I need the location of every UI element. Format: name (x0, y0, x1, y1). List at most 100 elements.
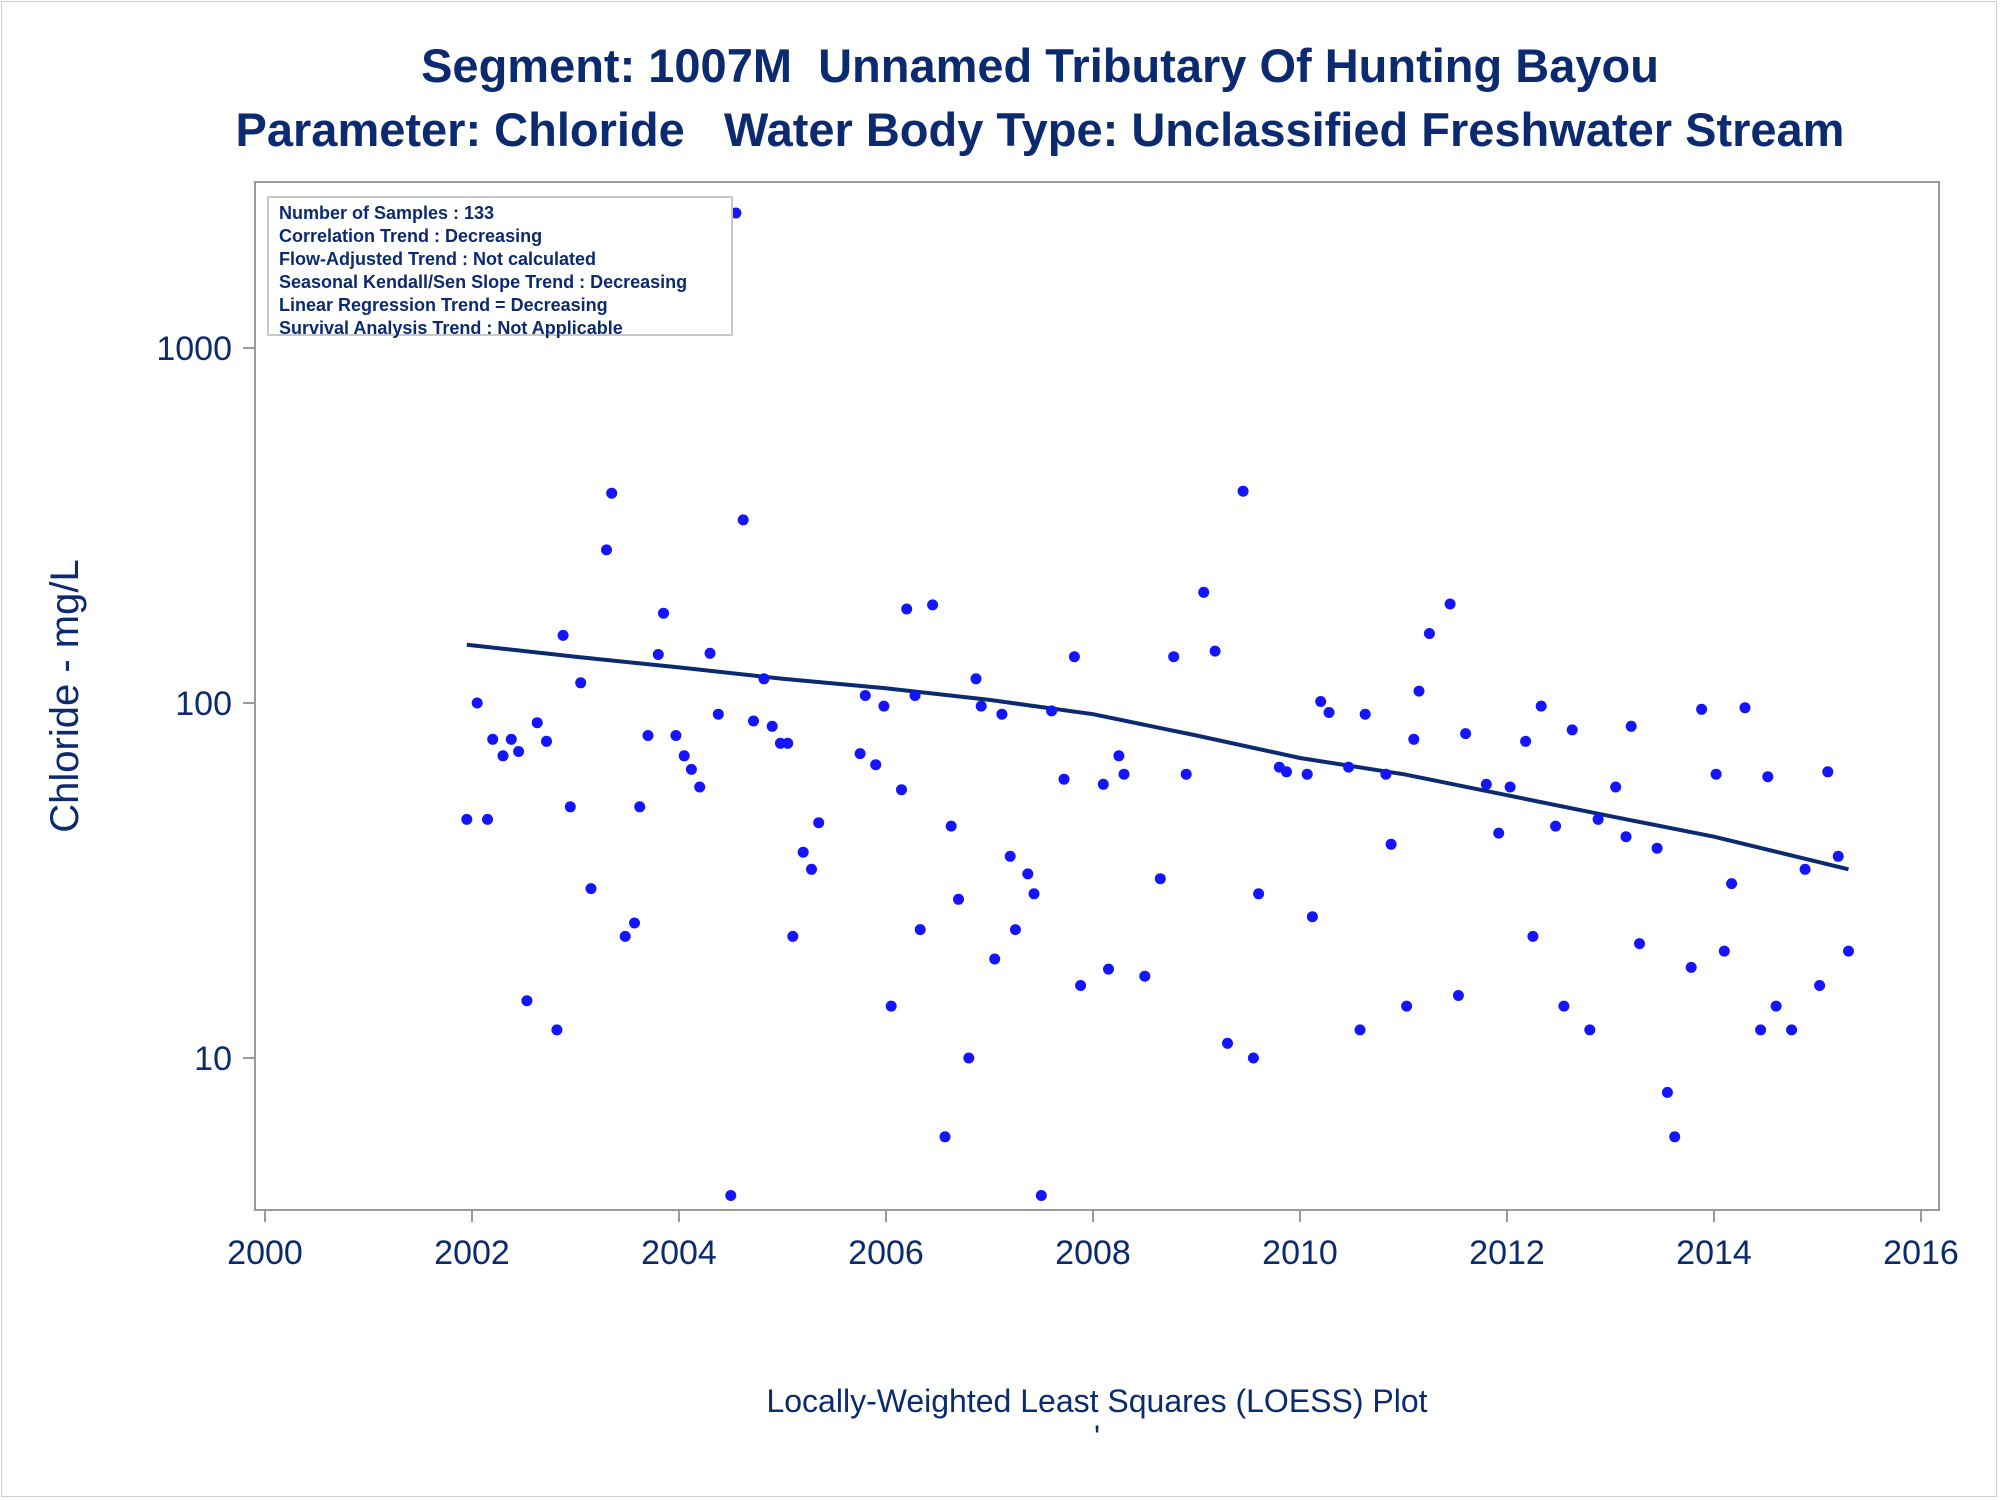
data-point (1281, 766, 1292, 778)
data-point (642, 730, 654, 741)
data-point (1661, 1086, 1673, 1098)
data-point (1520, 735, 1532, 747)
data-point (575, 677, 587, 689)
x-tick-label: 2006 (848, 1234, 924, 1272)
data-point (1550, 820, 1562, 832)
data-point (1343, 761, 1355, 773)
data-point (927, 599, 939, 611)
data-point (725, 1190, 737, 1201)
data-point (564, 801, 576, 813)
data-point (970, 673, 982, 685)
data-point (487, 733, 499, 745)
data-point (1168, 651, 1180, 663)
x-tick-label: 2008 (1055, 1234, 1131, 1272)
data-point (737, 514, 749, 526)
y-tick-label: 1000 (156, 330, 232, 368)
data-point (1592, 813, 1604, 825)
data-point (1301, 768, 1313, 780)
stat-linear-regression-trend: Linear Regression Trend = Decreasing (279, 295, 608, 315)
data-point (551, 1024, 563, 1036)
data-point (1247, 1052, 1259, 1064)
data-point (1306, 911, 1318, 923)
footnote: Locally-Weighted Least Squares (LOESS) P… (766, 1383, 1427, 1419)
data-point (606, 487, 618, 499)
data-point (1323, 707, 1335, 718)
data-point (914, 924, 926, 936)
data-point (1423, 628, 1435, 639)
data-point (712, 708, 724, 720)
data-point (1634, 938, 1645, 950)
x-tick-label: 2016 (1883, 1234, 1959, 1272)
data-point (1620, 831, 1632, 843)
data-point (1209, 645, 1221, 657)
loess-line (466, 642, 1849, 872)
data-point (748, 715, 759, 727)
data-point (1625, 720, 1637, 732)
data-point (1046, 705, 1058, 717)
data-point (1696, 703, 1708, 715)
y-axis-label: Chloride - mg/L (43, 559, 87, 832)
data-point (557, 629, 569, 641)
data-point (1113, 750, 1125, 762)
data-point (1444, 598, 1456, 610)
data-point (1685, 961, 1697, 973)
stat-correlation-trend: Correlation Trend : Decreasing (279, 226, 543, 246)
data-point (1832, 850, 1844, 862)
data-point (513, 746, 525, 757)
chart-title: Segment: 1007M Unnamed Tributary Of Hunt… (421, 39, 1659, 92)
data-point (870, 759, 882, 771)
data-point (1669, 1131, 1681, 1143)
data-point (1354, 1024, 1366, 1036)
x-tick-label: 2004 (641, 1234, 717, 1272)
data-point (1799, 863, 1811, 875)
data-point (694, 781, 706, 793)
stat-survival-analysis-trend: Survival Analysis Trend : Not Applicable (279, 318, 623, 338)
data-point (1566, 724, 1578, 736)
data-point (461, 813, 473, 825)
loess-line-group (466, 642, 1849, 872)
data-point (1710, 768, 1722, 780)
data-point (859, 690, 871, 701)
data-point (878, 700, 890, 712)
data-point (1028, 888, 1040, 900)
data-point (1408, 733, 1420, 745)
data-point (1814, 980, 1826, 991)
footnote-mark: ' (1094, 1419, 1100, 1455)
data-point (758, 673, 770, 685)
data-point (601, 544, 612, 556)
data-point (1198, 586, 1210, 598)
data-point (629, 917, 640, 929)
data-point (1739, 702, 1751, 714)
data-point (996, 708, 1008, 720)
data-point (1237, 485, 1249, 497)
data-point (1359, 708, 1371, 720)
data-point (1022, 868, 1034, 880)
data-point (1097, 778, 1109, 790)
data-point (1452, 990, 1464, 1001)
data-point (1480, 778, 1492, 790)
data-point (1558, 1000, 1570, 1012)
data-point (963, 1052, 975, 1064)
x-tick-label: 2012 (1469, 1234, 1545, 1272)
data-point (901, 603, 913, 615)
data-point (521, 995, 533, 1007)
data-point (1004, 850, 1016, 862)
x-tick-label: 2000 (227, 1234, 303, 1272)
data-point (1075, 980, 1087, 991)
data-point (1762, 771, 1774, 783)
data-point (497, 750, 509, 762)
data-point (797, 846, 809, 858)
data-point (1103, 963, 1114, 975)
data-point (945, 820, 957, 832)
data-point (975, 700, 987, 712)
data-point (652, 649, 664, 660)
data-point (1009, 924, 1021, 936)
data-point (1253, 888, 1265, 900)
data-point (541, 735, 552, 747)
data-point (1460, 728, 1472, 740)
data-point (482, 813, 493, 825)
data-point (1527, 930, 1539, 942)
data-point (1770, 1000, 1782, 1012)
chart-subtitle: Parameter: Chloride Water Body Type: Unc… (235, 103, 1845, 156)
